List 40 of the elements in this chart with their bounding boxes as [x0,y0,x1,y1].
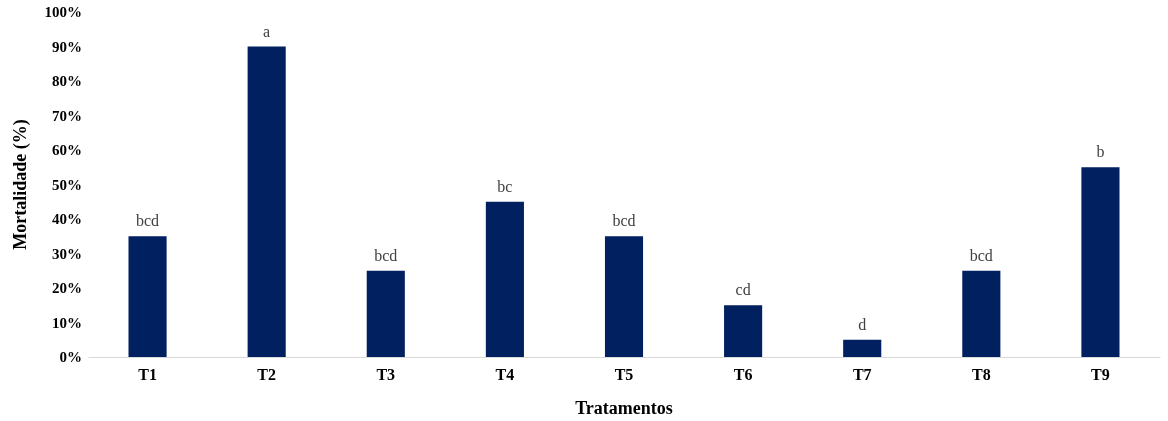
bar [843,339,882,357]
y-tick-label: 30% [52,245,82,262]
y-tick-label: 40% [52,211,82,228]
x-tick-label: T4 [495,366,515,384]
y-tick-label: 10% [52,314,82,331]
y-tick-label: 60% [52,142,82,159]
bar [247,46,286,357]
bar [485,201,524,357]
annotation: cd [735,281,751,299]
y-tick-label: 50% [52,176,82,193]
x-tick-label: T1 [138,366,157,384]
annotation: bc [497,177,513,195]
x-tick-label: T5 [614,366,634,384]
bar [128,236,167,357]
bar [724,305,763,357]
annotation: b [1096,143,1105,161]
bar [604,236,644,357]
annotation: a [263,22,271,40]
x-tick-label: T9 [1091,366,1110,384]
y-tick-label: 100% [44,4,82,21]
x-axis-title: Tratamentos [575,398,673,418]
y-tick-label: 0% [59,349,82,366]
x-tick-label: T8 [972,366,991,384]
annotation: d [858,315,867,333]
y-tick-label: 90% [52,38,82,55]
annotation: bcd [969,246,993,264]
x-tick-label: T2 [257,366,276,384]
y-tick-label: 20% [52,280,82,297]
y-tick-label: 70% [52,107,82,124]
x-tick-label: T3 [376,366,396,384]
bar [1081,167,1120,357]
annotation: bcd [374,246,398,264]
x-tick-label: T7 [852,366,872,384]
annotation: bcd [136,212,160,230]
y-tick-label: 80% [52,73,82,90]
bar [366,270,405,357]
x-tick-label: T6 [733,366,753,384]
bar [962,270,1001,357]
y-axis-title: Mortalidade (%) [10,119,31,250]
annotation: bcd [612,212,636,230]
